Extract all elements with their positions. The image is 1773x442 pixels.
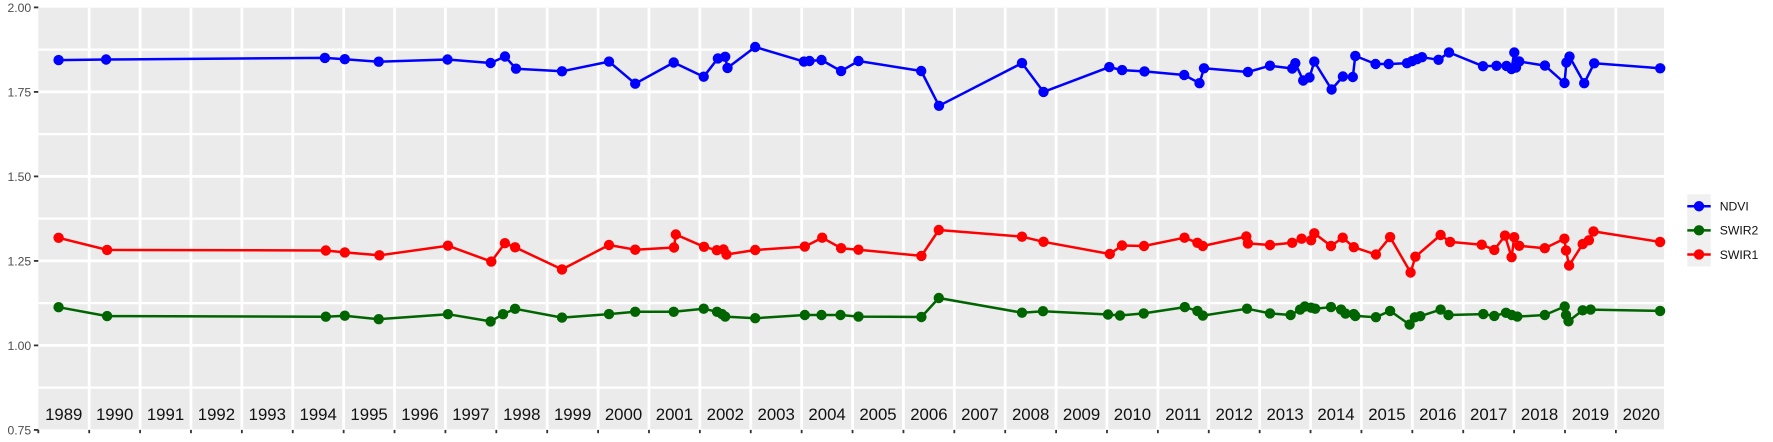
svg-text:1997: 1997 (452, 405, 489, 424)
svg-text:SWIR1: SWIR1 (1720, 248, 1759, 262)
svg-text:1998: 1998 (503, 405, 540, 424)
svg-text:1990: 1990 (96, 405, 133, 424)
svg-text:1.75: 1.75 (7, 85, 31, 99)
svg-text:2.00: 2.00 (7, 1, 31, 15)
svg-text:2001: 2001 (656, 405, 693, 424)
svg-text:1992: 1992 (198, 405, 235, 424)
svg-text:1996: 1996 (401, 405, 438, 424)
svg-text:0.75: 0.75 (7, 423, 31, 437)
svg-text:2017: 2017 (1470, 405, 1507, 424)
svg-text:2009: 2009 (1063, 405, 1100, 424)
svg-text:2005: 2005 (859, 405, 896, 424)
svg-text:2014: 2014 (1317, 405, 1354, 424)
svg-text:2003: 2003 (758, 405, 795, 424)
svg-text:2016: 2016 (1419, 405, 1456, 424)
svg-text:2006: 2006 (910, 405, 947, 424)
svg-text:2018: 2018 (1521, 405, 1558, 424)
svg-text:1995: 1995 (350, 405, 387, 424)
svg-text:2012: 2012 (1216, 405, 1253, 424)
svg-text:2007: 2007 (961, 405, 998, 424)
svg-text:1989: 1989 (45, 405, 82, 424)
svg-text:SWIR2: SWIR2 (1720, 224, 1759, 238)
svg-text:1999: 1999 (554, 405, 591, 424)
svg-text:1993: 1993 (249, 405, 286, 424)
svg-text:2008: 2008 (1012, 405, 1049, 424)
svg-text:2020: 2020 (1623, 405, 1660, 424)
svg-text:2010: 2010 (1114, 405, 1151, 424)
svg-text:1.50: 1.50 (7, 170, 31, 184)
svg-text:NDVI: NDVI (1720, 200, 1749, 214)
svg-text:2004: 2004 (808, 405, 845, 424)
svg-text:2011: 2011 (1165, 405, 1201, 424)
svg-text:2002: 2002 (707, 405, 744, 424)
svg-text:2013: 2013 (1266, 405, 1303, 424)
svg-text:1991: 1991 (147, 405, 184, 424)
svg-text:2015: 2015 (1368, 405, 1405, 424)
svg-text:1994: 1994 (300, 405, 337, 424)
svg-text:2019: 2019 (1572, 405, 1609, 424)
svg-text:1.25: 1.25 (7, 254, 31, 268)
svg-text:1.00: 1.00 (7, 339, 31, 353)
svg-text:2000: 2000 (605, 405, 642, 424)
